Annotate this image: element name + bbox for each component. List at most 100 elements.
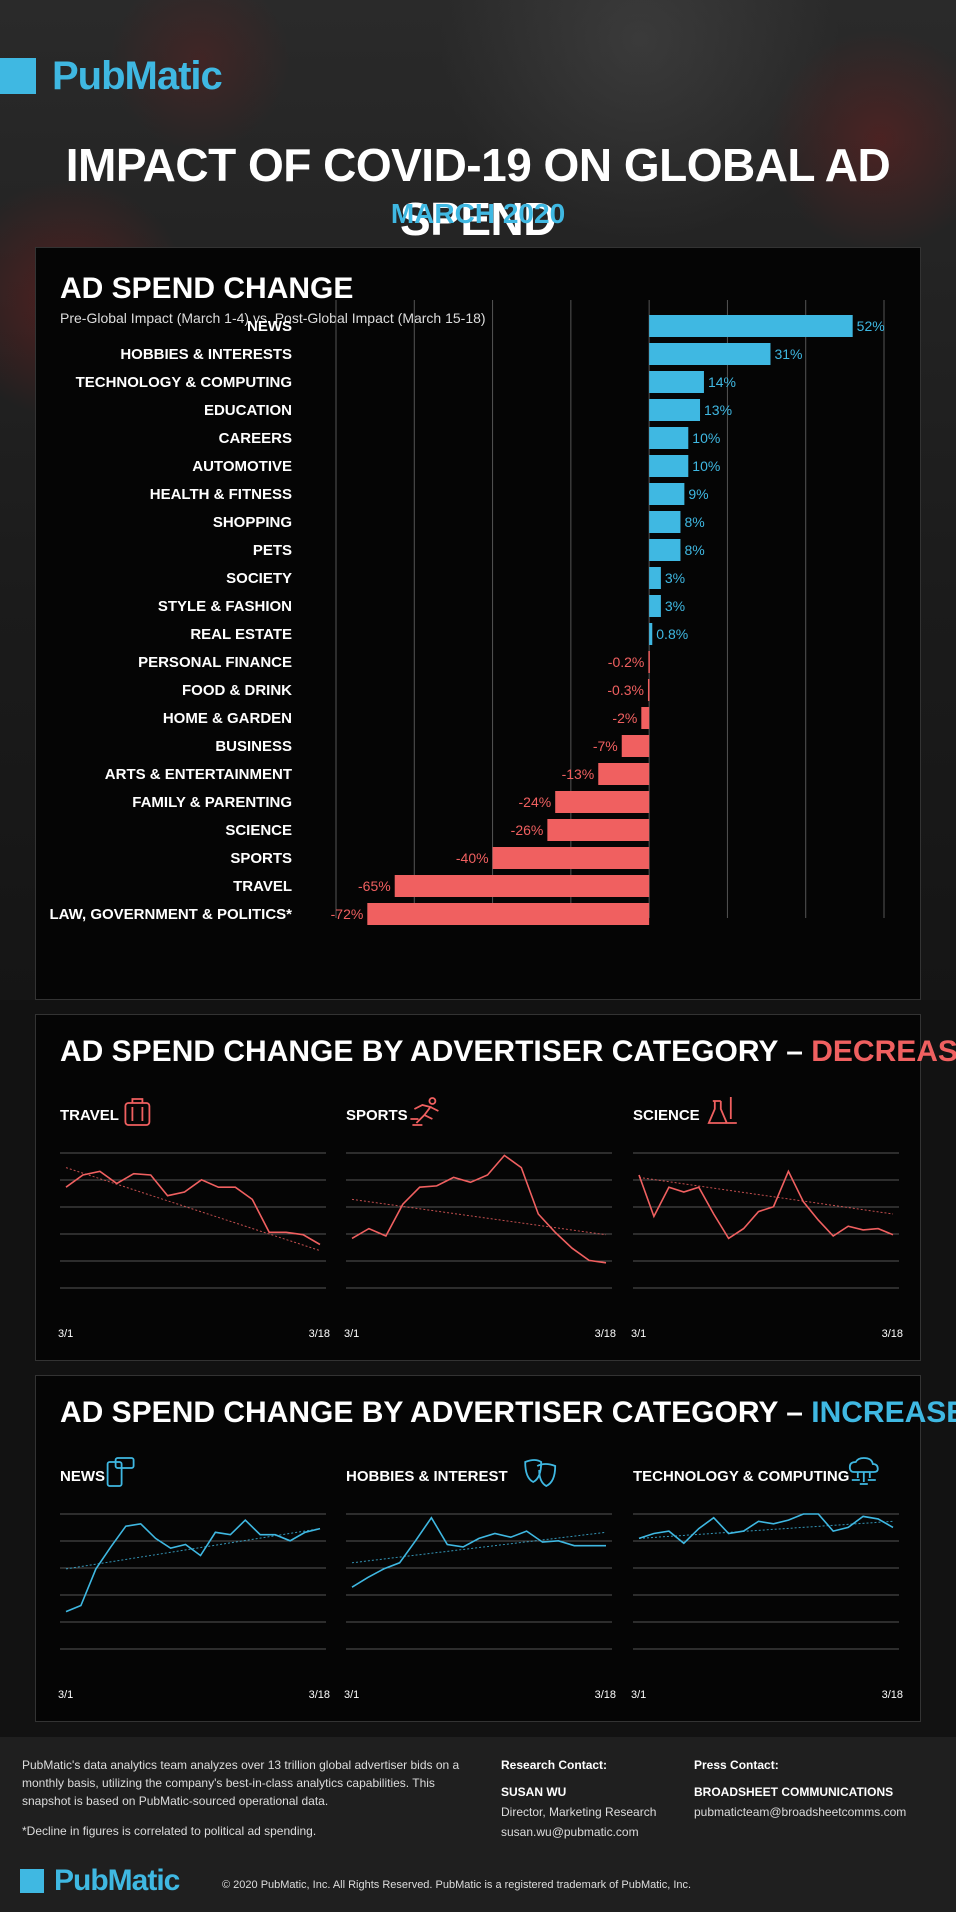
bar-value-label: -7% [593,738,618,754]
trend-line [351,1198,607,1236]
footer: PubMatic's data analytics team analyzes … [0,1737,956,1912]
bar-category-label: EDUCATION [204,402,292,419]
bar-value-label: 9% [688,486,708,502]
decreases-title: AD SPEND CHANGE BY ADVERTISER CATEGORY –… [60,1035,956,1069]
bar-value-label: 3% [665,570,685,586]
x-axis-start-label: 3/1 [58,1328,73,1340]
bar-category-label: PERSONAL FINANCE [138,654,292,671]
x-axis-start-label: 3/1 [631,1328,646,1340]
logo-square-icon [20,1869,44,1893]
increases-line-charts: NEWS 3/1 3/18 HOBBIES & INTEREST 3/1 3/18 TECH… [58,1457,903,1701]
bar-category-label: SOCIETY [226,570,292,587]
bar-category-label: SHOPPING [213,514,292,531]
bar-value-label: 52% [857,318,885,334]
luggage-icon [124,1098,151,1126]
bar [649,343,771,365]
x-axis-start-label: 3/1 [631,1689,646,1701]
bar-value-label: 8% [684,542,704,558]
flask-shape [707,1097,737,1124]
bar-category-label: SCIENCE [225,822,292,839]
research-contact-email[interactable]: susan.wu@pubmatic.com [501,1825,639,1839]
bar-chart-title: AD SPEND CHANGE [60,272,354,305]
press-contact-name: BROADSHEET COMMUNICATIONS [694,1785,894,1799]
decreases-title-highlight: DECREASES [811,1035,956,1068]
decreases-title-prefix: AD SPEND CHANGE BY ADVERTISER CATEGORY – [60,1035,812,1068]
logo-wordmark: PubMatic [54,1864,180,1897]
bar-category-label: FOOD & DRINK [182,682,292,699]
mask-right [536,1463,557,1488]
bar [547,819,650,841]
bar [649,511,681,533]
line-chart-title: HOBBIES & INTEREST [346,1468,508,1485]
bar [649,455,689,477]
bar-category-label: PETS [253,542,292,559]
theater-masks-icon [524,1459,557,1488]
bar-category-label: BUSINESS [215,738,292,755]
bar [492,847,650,869]
bar-value-label: -13% [562,766,595,782]
press-contact-heading: Press Contact: [694,1758,779,1772]
trend-line [65,1528,321,1570]
ad-spend-change-panel: AD SPEND CHANGE Pre-Global Impact (March… [35,247,921,1000]
decreases-line-charts: TRAVEL 3/1 3/18 SPORTS 3/1 3/18 SCIENCE 3/1 3/18 [58,1097,903,1340]
bar-category-label: STYLE & FASHION [158,598,292,615]
news-bubble [114,1457,135,1469]
footer-footnote: *Decline in figures is correlated to pol… [22,1824,317,1838]
press-contact-email[interactable]: pubmaticteam@broadsheetcomms.com [694,1805,907,1819]
line-chart-title: SCIENCE [633,1107,700,1124]
x-axis-start-label: 3/1 [344,1689,359,1701]
bar-category-label: ARTS & ENTERTAINMENT [105,766,292,783]
runner-icon [410,1097,439,1126]
bar [367,903,650,925]
bar-category-label: TECHNOLOGY & COMPUTING [76,374,292,391]
bar-value-label: -26% [511,822,544,838]
cloud-shape [848,1457,879,1473]
copyright: © 2020 PubMatic, Inc. All Rights Reserve… [222,1879,692,1891]
series-line [638,1513,894,1545]
research-contact-name: SUSAN WU [501,1785,567,1799]
research-contact-role: Director, Marketing Research [501,1805,657,1819]
x-axis-end-label: 3/18 [309,1328,330,1340]
bar-category-label: HEALTH & FITNESS [150,486,292,503]
page-title: IMPACT OF COVID-19 ON GLOBAL AD SPEND [65,139,891,245]
bar-value-label: 3% [665,598,685,614]
bar-category-label: HOME & GARDEN [163,710,292,727]
bar-category-label: AUTOMOTIVE [192,458,292,475]
bar-category-label: NEWS [247,318,292,335]
increases-title: AD SPEND CHANGE BY ADVERTISER CATEGORY –… [60,1396,956,1430]
x-axis-start-label: 3/1 [344,1328,359,1340]
bar [649,567,661,589]
bar [649,315,853,337]
pubmatic-logo: PubMatic [0,54,223,98]
bar-chart: NEWS 52% HOBBIES & INTERESTS 31% TECHNOLOGY … [49,300,885,925]
bar-category-label: FAMILY & PARENTING [132,794,292,811]
increases-panel: AD SPEND CHANGE BY ADVERTISER CATEGORY –… [35,1375,956,1722]
cloud-network [851,1472,876,1485]
bar-value-label: 31% [774,346,802,362]
bar-value-label: -40% [456,850,489,866]
bar [649,427,689,449]
bar [649,595,661,617]
bar-value-label: -72% [331,906,364,922]
bar-value-label: 8% [684,514,704,530]
line-chart-title: NEWS [60,1468,105,1485]
bar [647,679,650,701]
line-chart-title: SPORTS [346,1107,408,1124]
bar-value-label: 0.8% [656,626,688,642]
bar [641,707,650,729]
runner-body [410,1104,439,1126]
bar-value-label: -0.3% [607,682,644,698]
bar-category-label: LAW, GOVERNMENT & POLITICS* [49,906,292,923]
bar-category-label: REAL ESTATE [190,626,292,643]
x-axis-end-label: 3/18 [882,1689,903,1701]
bar-value-label: -0.2% [608,654,645,670]
cloud-computing-icon [848,1457,879,1485]
research-contact-heading: Research Contact: [501,1758,608,1772]
bar-category-label: SPORTS [230,850,292,867]
increases-title-prefix: AD SPEND CHANGE BY ADVERTISER CATEGORY – [60,1396,812,1429]
bar-value-label: -24% [519,794,552,810]
bar-category-label: TRAVEL [233,878,292,895]
lab-flask-icon [707,1097,737,1124]
bar [649,371,704,393]
bar [649,399,701,421]
